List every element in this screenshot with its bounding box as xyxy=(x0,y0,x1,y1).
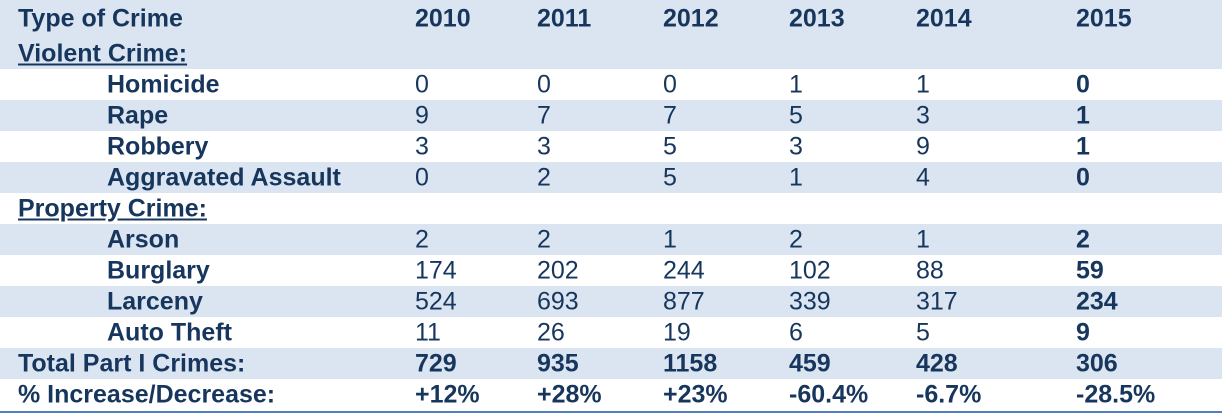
total-label: Total Part I Crimes: xyxy=(18,349,246,377)
table-row: Total Part I Crimes: 729 935 1158 459 428 306 xyxy=(0,348,1222,379)
total-value: +28% xyxy=(537,380,602,408)
count: 9 xyxy=(415,101,429,129)
count: 1 xyxy=(663,225,677,253)
count: 1 xyxy=(789,163,803,191)
count: 202 xyxy=(537,256,579,284)
count: 244 xyxy=(663,256,705,284)
section-title: Violent Crime: xyxy=(18,39,188,67)
count: 59 xyxy=(1076,256,1104,284)
count: 7 xyxy=(537,101,551,129)
count: 2 xyxy=(537,163,551,191)
count: 11 xyxy=(415,318,441,346)
count: 26 xyxy=(537,318,565,346)
table-row: Type of Crime 2010 2011 2012 2013 2014 2015 xyxy=(0,0,1222,38)
count: 524 xyxy=(415,287,457,315)
count: 317 xyxy=(916,287,958,315)
count: 3 xyxy=(916,101,930,129)
table-row: Auto Theft 11 26 19 6 5 9 xyxy=(0,317,1222,348)
table-row: Burglary 174 202 244 102 88 59 xyxy=(0,255,1222,286)
table-row: Robbery 3 3 5 3 9 1 xyxy=(0,131,1222,162)
bottom-rule xyxy=(0,411,1222,413)
count: 3 xyxy=(537,132,551,160)
count: 1 xyxy=(916,70,930,98)
total-value: 729 xyxy=(415,349,457,377)
count: 19 xyxy=(663,318,691,346)
count: 102 xyxy=(789,256,831,284)
table-row: Aggravated Assault 0 2 5 1 4 0 xyxy=(0,162,1222,193)
count: 0 xyxy=(537,70,551,98)
count: 0 xyxy=(415,163,429,191)
count: 339 xyxy=(789,287,831,315)
total-value: -6.7% xyxy=(916,380,982,408)
header-label: Type of Crime xyxy=(18,4,183,33)
count: 0 xyxy=(1076,70,1090,98)
count: 9 xyxy=(1076,318,1090,346)
count: 1 xyxy=(1076,101,1090,129)
crime-type: Aggravated Assault xyxy=(107,163,341,191)
crime-type: Auto Theft xyxy=(107,318,232,346)
count: 5 xyxy=(663,132,677,160)
table-row: Homicide 0 0 0 1 1 0 xyxy=(0,69,1222,100)
count: 1 xyxy=(916,225,930,253)
header-year: 2015 xyxy=(1076,4,1132,33)
count: 234 xyxy=(1076,287,1118,315)
count: 5 xyxy=(789,101,803,129)
count: 2 xyxy=(415,225,429,253)
crime-type: Rape xyxy=(107,101,169,129)
total-value: 1158 xyxy=(663,349,718,377)
header-year: 2010 xyxy=(415,4,471,33)
total-value: +12% xyxy=(415,380,480,408)
count: 1 xyxy=(789,70,803,98)
total-value: -60.4% xyxy=(789,380,869,408)
table-row: Rape 9 7 7 5 3 1 xyxy=(0,100,1222,131)
section-title: Property Crime: xyxy=(18,194,207,222)
crime-type: Arson xyxy=(107,225,180,253)
count: 5 xyxy=(916,318,930,346)
total-value: 459 xyxy=(789,349,831,377)
count: 1 xyxy=(1076,132,1090,160)
count: 2 xyxy=(789,225,803,253)
header-year: 2014 xyxy=(916,4,972,33)
count: 88 xyxy=(916,256,944,284)
count: 0 xyxy=(1076,163,1090,191)
count: 693 xyxy=(537,287,579,315)
count: 7 xyxy=(663,101,677,129)
header-year: 2012 xyxy=(663,4,719,33)
crime-type: Larceny xyxy=(107,287,203,315)
crime-type: Burglary xyxy=(107,256,210,284)
total-label: % Increase/Decrease: xyxy=(18,380,276,408)
total-value: 306 xyxy=(1076,349,1118,377)
total-value: 428 xyxy=(916,349,958,377)
table-row: Larceny 524 693 877 339 317 234 xyxy=(0,286,1222,317)
count: 2 xyxy=(1076,225,1090,253)
count: 0 xyxy=(415,70,429,98)
table-row: Violent Crime: xyxy=(0,38,1222,69)
count: 5 xyxy=(663,163,677,191)
table-row: Arson 2 2 1 2 1 2 xyxy=(0,224,1222,255)
table-row: % Increase/Decrease: +12% +28% +23% -60.4% -6… xyxy=(0,379,1222,410)
count: 3 xyxy=(415,132,429,160)
crime-type: Robbery xyxy=(107,132,209,160)
count: 174 xyxy=(415,256,457,284)
count: 2 xyxy=(537,225,551,253)
count: 3 xyxy=(789,132,803,160)
crime-type: Homicide xyxy=(107,70,220,98)
total-value: 935 xyxy=(537,349,579,377)
total-value: +23% xyxy=(663,380,728,408)
table-row: Property Crime: xyxy=(0,193,1222,224)
count: 877 xyxy=(663,287,705,315)
count: 6 xyxy=(789,318,803,346)
header-year: 2013 xyxy=(789,4,845,33)
header-year: 2011 xyxy=(537,4,592,33)
count: 0 xyxy=(663,70,677,98)
total-value: -28.5% xyxy=(1076,380,1156,408)
count: 9 xyxy=(916,132,930,160)
count: 4 xyxy=(916,163,930,191)
